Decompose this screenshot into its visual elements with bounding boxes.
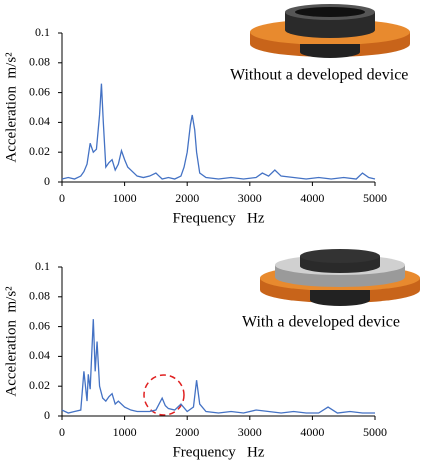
- device-image: [260, 249, 420, 306]
- annotation: Without a developed device: [230, 67, 408, 84]
- x-tick-label: 1000: [113, 191, 137, 205]
- y-tick-label: 0.06: [29, 318, 50, 332]
- y-tick-label: 0.02: [29, 144, 50, 158]
- x-tick-label: 5000: [363, 425, 387, 439]
- x-axis-label: Frequency Hz: [172, 444, 264, 460]
- y-tick-label: 0.04: [29, 348, 50, 362]
- device-image: [250, 4, 410, 58]
- x-tick-label: 3000: [238, 191, 262, 205]
- x-tick-label: 2000: [175, 191, 199, 205]
- y-tick-label: 0.04: [29, 114, 50, 128]
- x-tick-label: 2000: [175, 425, 199, 439]
- y-tick-label: 0.06: [29, 84, 50, 98]
- x-tick-label: 3000: [238, 425, 262, 439]
- x-tick-label: 0: [59, 191, 65, 205]
- y-tick-label: 0.02: [29, 378, 50, 392]
- highlight-circle: [143, 374, 185, 416]
- x-tick-label: 4000: [300, 191, 324, 205]
- y-tick-label: 0.08: [29, 289, 50, 303]
- x-tick-label: 4000: [300, 425, 324, 439]
- line-series: [61, 319, 375, 414]
- x-tick-label: 5000: [363, 191, 387, 205]
- x-axis-label: Frequency Hz: [172, 210, 264, 226]
- y-tick-label: 0.08: [29, 55, 50, 69]
- y-tick-label: 0: [44, 174, 50, 188]
- annotation: With a developed device: [242, 314, 400, 331]
- y-tick-label: 0.1: [35, 259, 50, 273]
- y-tick-label: 0.1: [35, 25, 50, 39]
- line-series: [61, 83, 376, 180]
- y-axis-label: Acceleration m/s²: [3, 52, 19, 163]
- y-tick-label: 0: [44, 408, 50, 422]
- x-tick-label: 0: [59, 425, 65, 439]
- y-axis-label: Acceleration m/s²: [3, 286, 19, 397]
- x-tick-label: 1000: [113, 425, 137, 439]
